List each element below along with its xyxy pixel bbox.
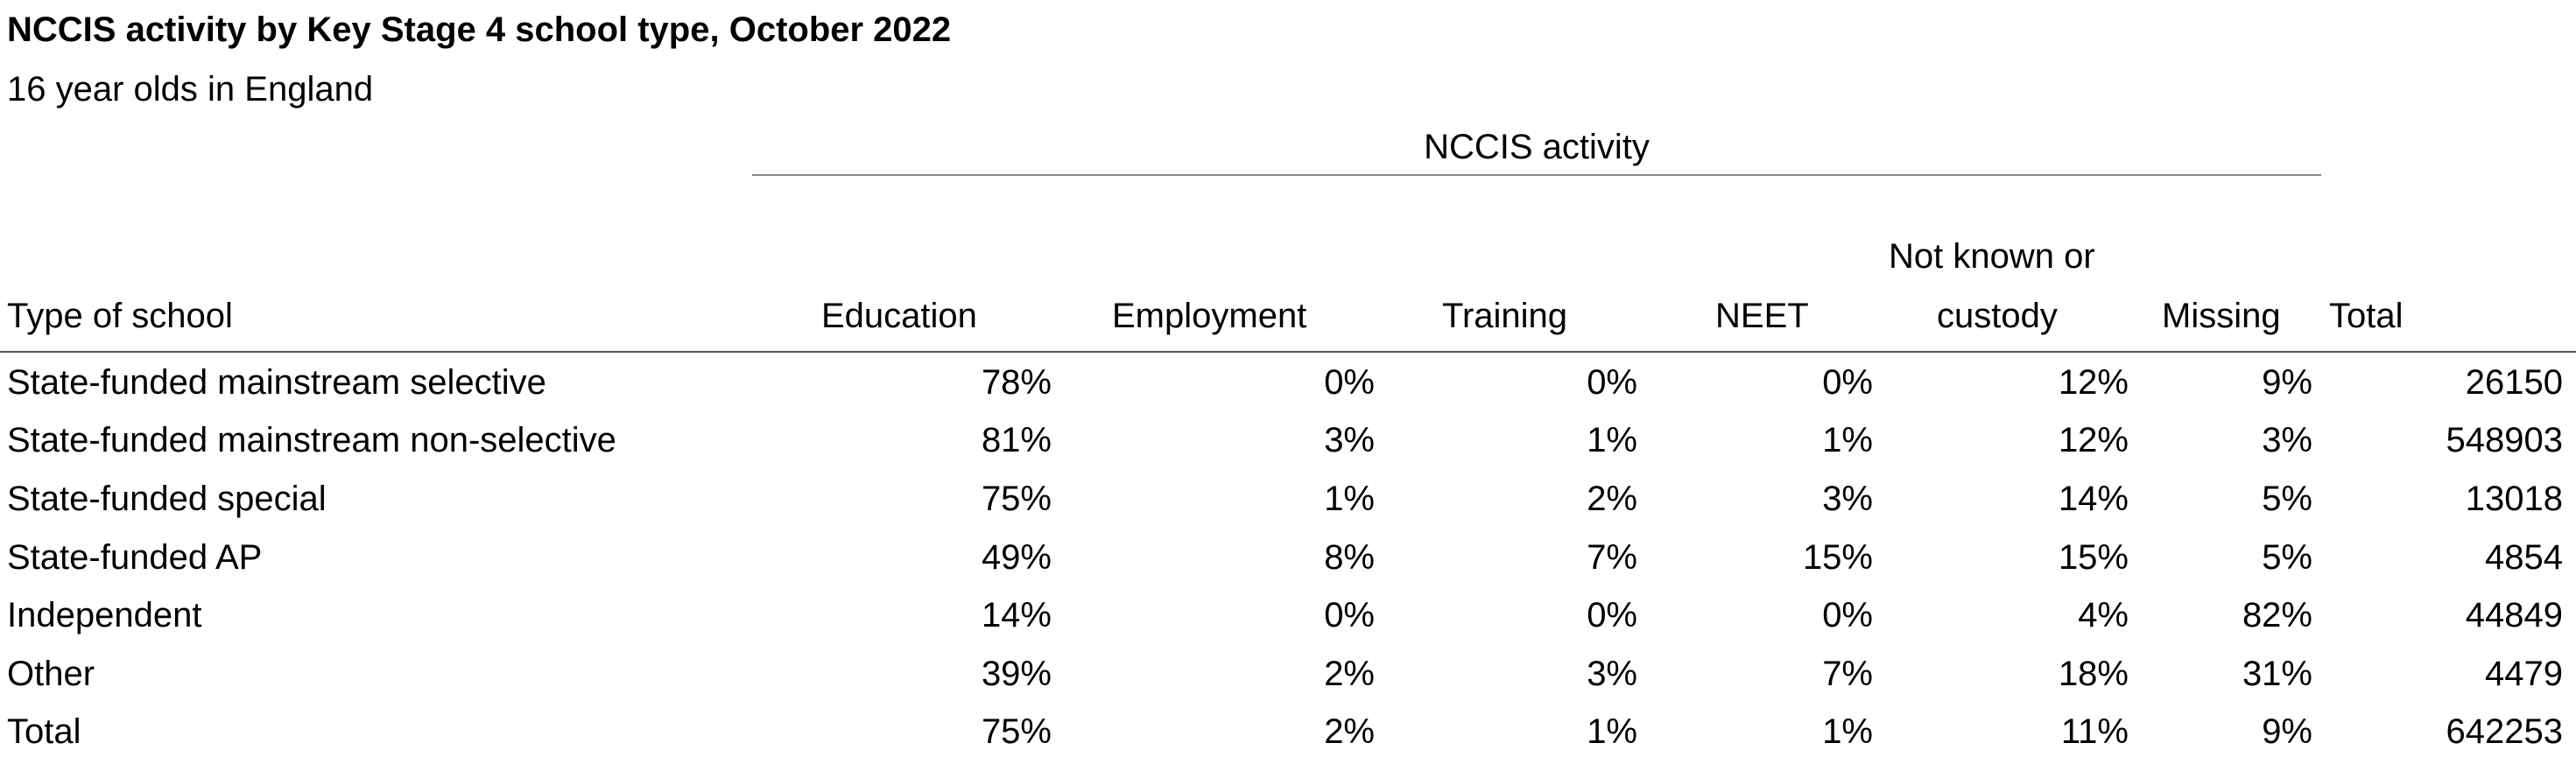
header-total: Total: [2329, 297, 2404, 335]
cell-employment: 2%: [1324, 654, 1375, 693]
table-header: Type of school Education Employment Trai…: [0, 236, 2576, 350]
cell-employment: 8%: [1324, 537, 1375, 577]
cell-employment: 3%: [1324, 421, 1375, 460]
table-row: State-funded mainstream selective 78% 0% 0%…: [0, 354, 2576, 412]
cell-neet: 0%: [1822, 362, 1873, 402]
header-training: Training: [1442, 297, 1568, 335]
header-missing: Missing: [2162, 297, 2281, 335]
column-group-divider: [752, 174, 2321, 176]
cell-total: 4479: [2485, 654, 2563, 693]
cell-neet: 7%: [1822, 654, 1873, 693]
cell-total: 26150: [2465, 362, 2563, 402]
cell-not-known: 18%: [2058, 654, 2129, 693]
header-employment: Employment: [1112, 297, 1307, 335]
cell-neet: 1%: [1822, 421, 1873, 460]
table-row: State-funded special 75% 1% 2% 3% 14% 5% 13018: [0, 470, 2576, 529]
cell-education: 75%: [981, 479, 1052, 518]
cell-education: 49%: [981, 537, 1052, 577]
cell-neet: 3%: [1822, 479, 1873, 518]
cell-training: 0%: [1587, 596, 1637, 635]
cell-not-known: 14%: [2058, 479, 2129, 518]
table-subtitle: 16 year olds in England: [7, 70, 374, 109]
cell-school-type: State-funded AP: [7, 537, 263, 577]
cell-neet: 0%: [1822, 596, 1873, 635]
table-body: State-funded mainstream selective 78% 0% 0%…: [0, 354, 2576, 761]
header-neet: NEET: [1715, 297, 1809, 335]
cell-training: 3%: [1587, 654, 1637, 693]
table-row: State-funded mainstream non-selective 81%…: [0, 412, 2576, 471]
cell-neet: 15%: [1802, 537, 1873, 577]
cell-employment: 0%: [1324, 596, 1375, 635]
cell-not-known: 12%: [2058, 421, 2129, 460]
table-row: Other 39% 2% 3% 7% 18% 31% 4479: [0, 645, 2576, 704]
cell-missing: 9%: [2262, 362, 2312, 402]
header-not-known-line1: Not known or: [1889, 237, 2095, 276]
table-row: State-funded AP 49% 8% 7% 15% 15% 5% 4854: [0, 529, 2576, 587]
cell-school-type: Independent: [7, 596, 202, 635]
cell-neet: 1%: [1822, 712, 1873, 752]
cell-missing: 9%: [2262, 712, 2312, 752]
cell-not-known: 15%: [2058, 537, 2129, 577]
cell-training: 0%: [1587, 362, 1637, 402]
cell-missing: 3%: [2262, 421, 2312, 460]
cell-employment: 0%: [1324, 362, 1375, 402]
cell-not-known: 4%: [2078, 596, 2129, 635]
header-education: Education: [821, 297, 977, 335]
column-group-header: NCCIS activity: [1424, 128, 1650, 166]
cell-education: 78%: [981, 362, 1052, 402]
table-row: Independent 14% 0% 0% 0% 4% 82% 44849: [0, 586, 2576, 645]
cell-training: 2%: [1587, 479, 1637, 518]
cell-training: 7%: [1587, 537, 1637, 577]
cell-not-known: 11%: [2060, 712, 2129, 752]
header-not-known-line2: custody: [1937, 297, 2058, 335]
cell-missing: 5%: [2262, 479, 2312, 518]
cell-total: 13018: [2465, 479, 2563, 518]
cell-missing: 82%: [2242, 596, 2312, 635]
cell-school-type: State-funded mainstream selective: [7, 362, 546, 402]
table-title: NCCIS activity by Key Stage 4 school typ…: [7, 11, 952, 49]
cell-employment: 1%: [1324, 479, 1375, 518]
cell-employment: 2%: [1324, 712, 1375, 752]
cell-school-type: State-funded special: [7, 479, 327, 518]
table-row: Total 75% 2% 1% 1% 11% 9% 642253: [0, 704, 2576, 762]
cell-training: 1%: [1587, 712, 1637, 752]
header-divider: [0, 351, 2576, 353]
cell-school-type: Other: [7, 654, 95, 693]
cell-total: 548903: [2446, 421, 2563, 460]
cell-not-known: 12%: [2058, 362, 2129, 402]
cell-total: 4854: [2485, 537, 2563, 577]
header-type-of-school: Type of school: [7, 297, 233, 335]
cell-school-type: State-funded mainstream non-selective: [7, 421, 616, 460]
cell-education: 75%: [981, 712, 1052, 752]
cell-school-type: Total: [7, 712, 81, 752]
cell-missing: 5%: [2262, 537, 2312, 577]
cell-total: 642253: [2446, 712, 2563, 752]
cell-education: 14%: [981, 596, 1052, 635]
cell-missing: 31%: [2242, 654, 2312, 693]
cell-education: 81%: [981, 421, 1052, 460]
cell-total: 44849: [2465, 596, 2563, 635]
cell-education: 39%: [981, 654, 1052, 693]
cell-training: 1%: [1587, 421, 1637, 460]
